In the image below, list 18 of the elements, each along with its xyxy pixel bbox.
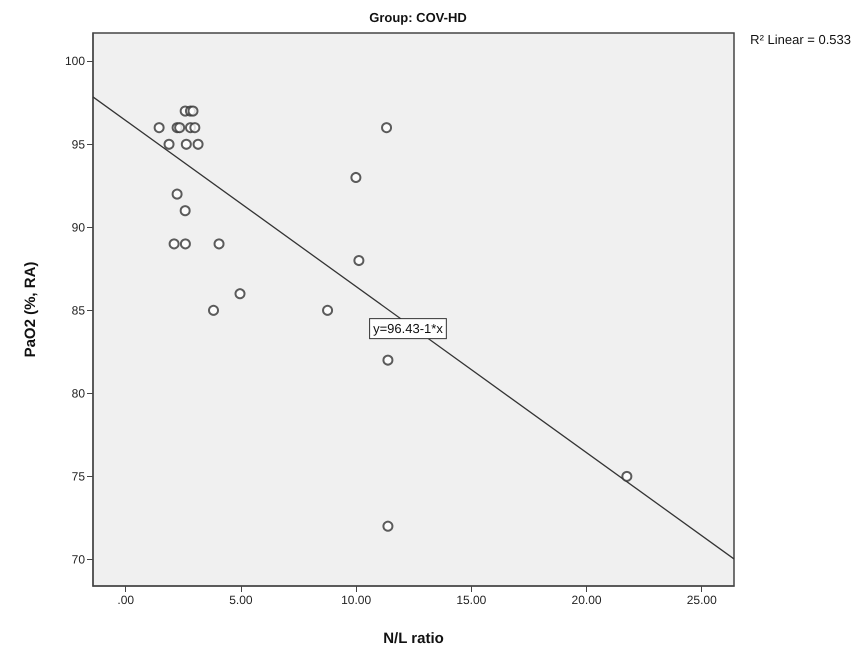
x-tick-label: 5.00 [229,593,253,607]
y-tick-label: 100 [64,54,86,68]
y-axis-title: PaO2 (%, RA) [22,262,39,358]
x-tick-label: 15.00 [456,593,487,607]
chart-title: Group: COV-HD [369,10,467,25]
x-tick-label: 25.00 [686,593,718,607]
y-tick-label: 80 [72,386,86,400]
y-tick-label: 70 [72,552,86,566]
text: R² Linear = 0.533 [750,32,852,47]
y-tick-label: 85 [72,303,86,318]
x-tick-label: .00 [117,593,134,607]
y-tick-label: 90 [72,220,86,234]
x-tick-label: 20.00 [572,593,602,607]
annotation: y=96.43-1*x [373,321,444,336]
y-tick-label: 75 [72,469,86,484]
x-tick-label: 10.00 [341,593,372,607]
x-axis-title: N/L ratio [383,630,444,647]
y-tick-label: 95 [72,137,86,152]
